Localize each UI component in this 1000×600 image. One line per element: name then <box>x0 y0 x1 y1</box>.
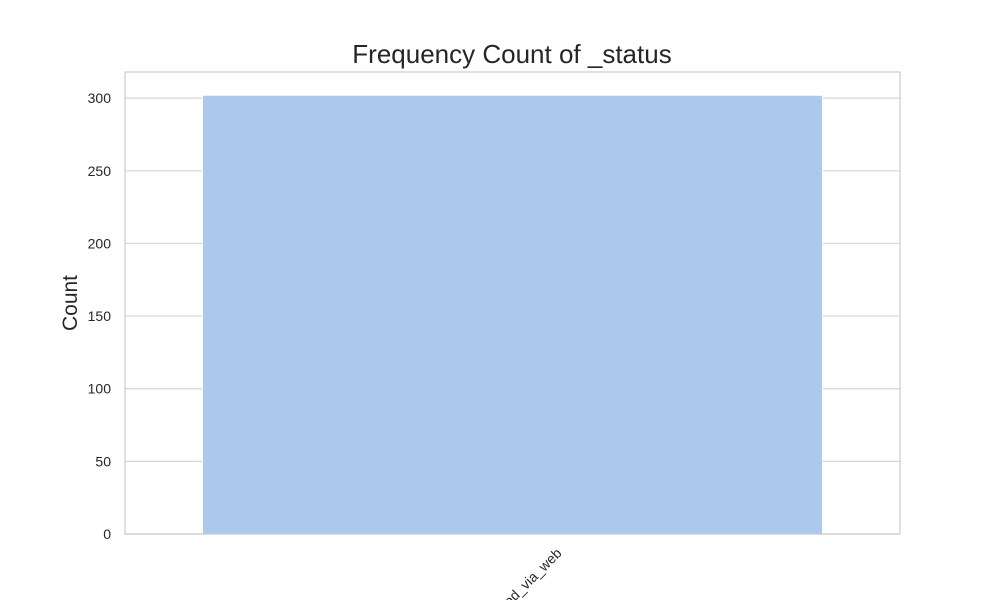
y-tick-label: 50 <box>95 453 111 469</box>
chart-title: Frequency Count of _status <box>352 39 671 69</box>
y-tick-label: 300 <box>88 90 112 106</box>
y-tick-label: 250 <box>88 163 112 179</box>
y-tick-label: 150 <box>88 308 112 324</box>
bars <box>202 94 823 535</box>
y-tick-label: 0 <box>103 526 111 542</box>
y-tick-label: 200 <box>88 235 112 251</box>
y-tick-label: 100 <box>88 381 112 397</box>
y-axis-label: Count <box>59 275 82 331</box>
bar <box>202 94 823 535</box>
x-axis-ticks: posted_via_web <box>482 545 565 600</box>
y-axis-ticks: 0 50 100 150 200 250 300 <box>88 90 112 542</box>
x-tick-label: posted_via_web <box>482 545 565 600</box>
plot-frame <box>124 71 901 535</box>
